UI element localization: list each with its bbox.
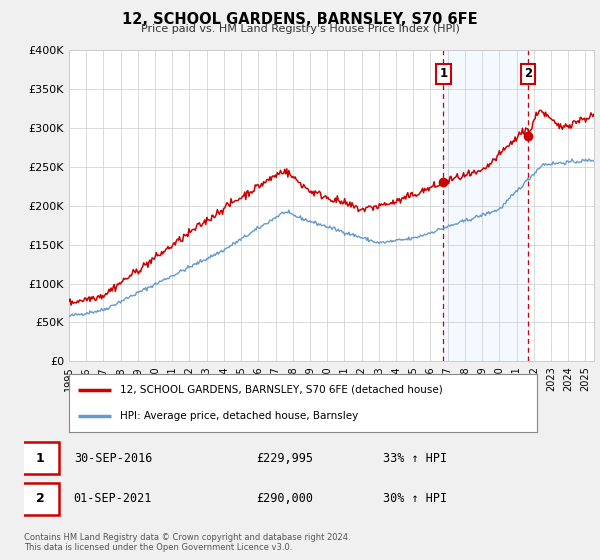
Text: HPI: Average price, detached house, Barnsley: HPI: Average price, detached house, Barn…	[121, 411, 359, 421]
Text: 30-SEP-2016: 30-SEP-2016	[74, 451, 152, 465]
Text: 33% ↑ HPI: 33% ↑ HPI	[383, 451, 447, 465]
Text: 2: 2	[35, 492, 44, 506]
Text: 01-SEP-2021: 01-SEP-2021	[74, 492, 152, 506]
Text: 1: 1	[439, 67, 448, 80]
FancyBboxPatch shape	[21, 442, 59, 474]
Text: This data is licensed under the Open Government Licence v3.0.: This data is licensed under the Open Gov…	[24, 543, 292, 552]
Bar	[443, 50, 528, 361]
Text: £290,000: £290,000	[256, 492, 313, 506]
Text: 12, SCHOOL GARDENS, BARNSLEY, S70 6FE: 12, SCHOOL GARDENS, BARNSLEY, S70 6FE	[122, 12, 478, 27]
Text: 2: 2	[524, 67, 532, 80]
Text: 30% ↑ HPI: 30% ↑ HPI	[383, 492, 447, 506]
FancyBboxPatch shape	[21, 483, 59, 515]
Text: Contains HM Land Registry data © Crown copyright and database right 2024.: Contains HM Land Registry data © Crown c…	[24, 533, 350, 542]
Text: 12, SCHOOL GARDENS, BARNSLEY, S70 6FE (detached house): 12, SCHOOL GARDENS, BARNSLEY, S70 6FE (d…	[121, 385, 443, 395]
Text: £229,995: £229,995	[256, 451, 313, 465]
Text: 1: 1	[35, 451, 44, 465]
Text: Price paid vs. HM Land Registry's House Price Index (HPI): Price paid vs. HM Land Registry's House …	[140, 24, 460, 34]
